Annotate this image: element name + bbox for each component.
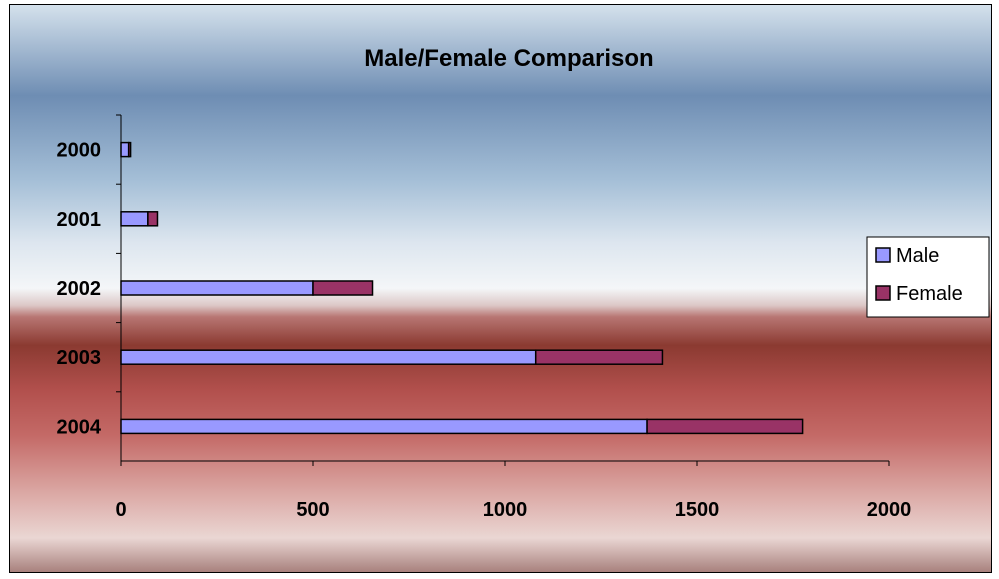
- legend-swatch-male: [876, 248, 890, 262]
- y-tick-labels: 2000 2001 2002 2003 2004: [57, 140, 102, 439]
- y-tick-label-2001: 2001: [57, 209, 102, 231]
- bar-male-2000: [121, 143, 129, 157]
- x-tick-label-2000: 2000: [867, 499, 912, 521]
- bar-female-2004: [647, 419, 803, 433]
- legend: Male Female: [867, 237, 989, 317]
- y-tick-label-2002: 2002: [57, 278, 102, 300]
- chart-svg: Male/Female Comparison 20002001200220032…: [10, 5, 992, 573]
- y-tick-label-2004: 2004: [57, 416, 102, 438]
- bar-female-2002: [313, 281, 373, 295]
- y-tick-label-2003: 2003: [57, 347, 102, 369]
- bar-female-2003: [536, 350, 663, 364]
- x-tick-label-0: 0: [115, 499, 126, 521]
- bar-male-2002: [121, 281, 313, 295]
- bar-female-2001: [148, 212, 158, 226]
- y-tick-label-2000: 2000: [57, 140, 102, 162]
- legend-label-female: Female: [896, 283, 963, 305]
- x-tick-label-500: 500: [296, 499, 329, 521]
- x-tick-labels: 0 500 1000 1500 2000: [115, 499, 911, 521]
- legend-swatch-female: [876, 286, 890, 300]
- bar-male-2003: [121, 350, 536, 364]
- bars-group: [121, 143, 803, 434]
- legend-label-male: Male: [896, 245, 939, 267]
- x-tick-label-1500: 1500: [675, 499, 720, 521]
- bar-male-2001: [121, 212, 148, 226]
- bar-male-2004: [121, 419, 647, 433]
- bar-female-2000: [129, 143, 131, 157]
- chart-title: Male/Female Comparison: [364, 45, 653, 72]
- x-tick-label-1000: 1000: [483, 499, 528, 521]
- chart-area: Male/Female Comparison 2000 2001 2002 2003 2…: [9, 4, 992, 573]
